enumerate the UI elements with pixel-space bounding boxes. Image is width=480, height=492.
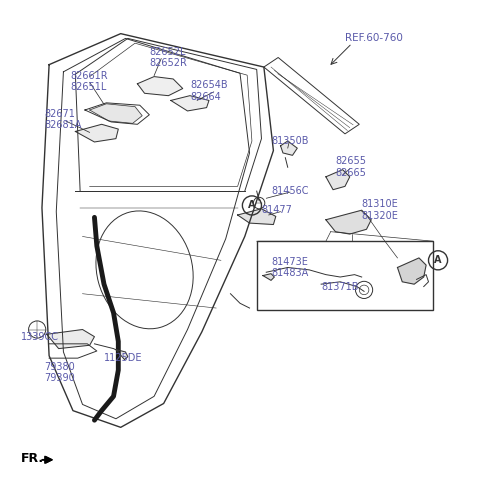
Polygon shape	[281, 141, 297, 155]
Text: 81350B: 81350B	[271, 136, 309, 146]
Text: 81477: 81477	[262, 205, 292, 215]
Polygon shape	[171, 95, 209, 111]
Text: FR.: FR.	[21, 452, 44, 465]
Polygon shape	[326, 210, 371, 234]
Polygon shape	[397, 258, 426, 284]
Text: 81310E
81320E: 81310E 81320E	[362, 199, 398, 221]
Polygon shape	[116, 349, 128, 360]
Text: 82671
82681A: 82671 82681A	[44, 109, 82, 130]
Polygon shape	[263, 274, 275, 280]
Text: 1339CC: 1339CC	[21, 332, 59, 341]
Text: REF.60-760: REF.60-760	[345, 33, 403, 43]
Polygon shape	[238, 209, 276, 224]
Polygon shape	[75, 124, 118, 142]
Text: 81371B: 81371B	[321, 281, 359, 292]
Text: A: A	[248, 200, 256, 211]
Text: 81456C: 81456C	[271, 186, 309, 196]
Text: 79380
79390: 79380 79390	[44, 362, 75, 383]
Text: 1125DE: 1125DE	[104, 353, 143, 363]
Text: 82661R
82651L: 82661R 82651L	[71, 70, 108, 92]
Text: A: A	[434, 255, 442, 265]
Text: 82654B
82664: 82654B 82664	[190, 80, 228, 102]
Text: 82655
82665: 82655 82665	[336, 156, 366, 178]
Text: 81473E
81483A: 81473E 81483A	[271, 257, 308, 278]
Polygon shape	[326, 170, 350, 190]
Polygon shape	[47, 330, 95, 349]
Polygon shape	[90, 104, 142, 123]
Text: 82652L
82652R: 82652L 82652R	[149, 47, 187, 68]
Bar	[257, 241, 433, 310]
Polygon shape	[137, 77, 183, 95]
